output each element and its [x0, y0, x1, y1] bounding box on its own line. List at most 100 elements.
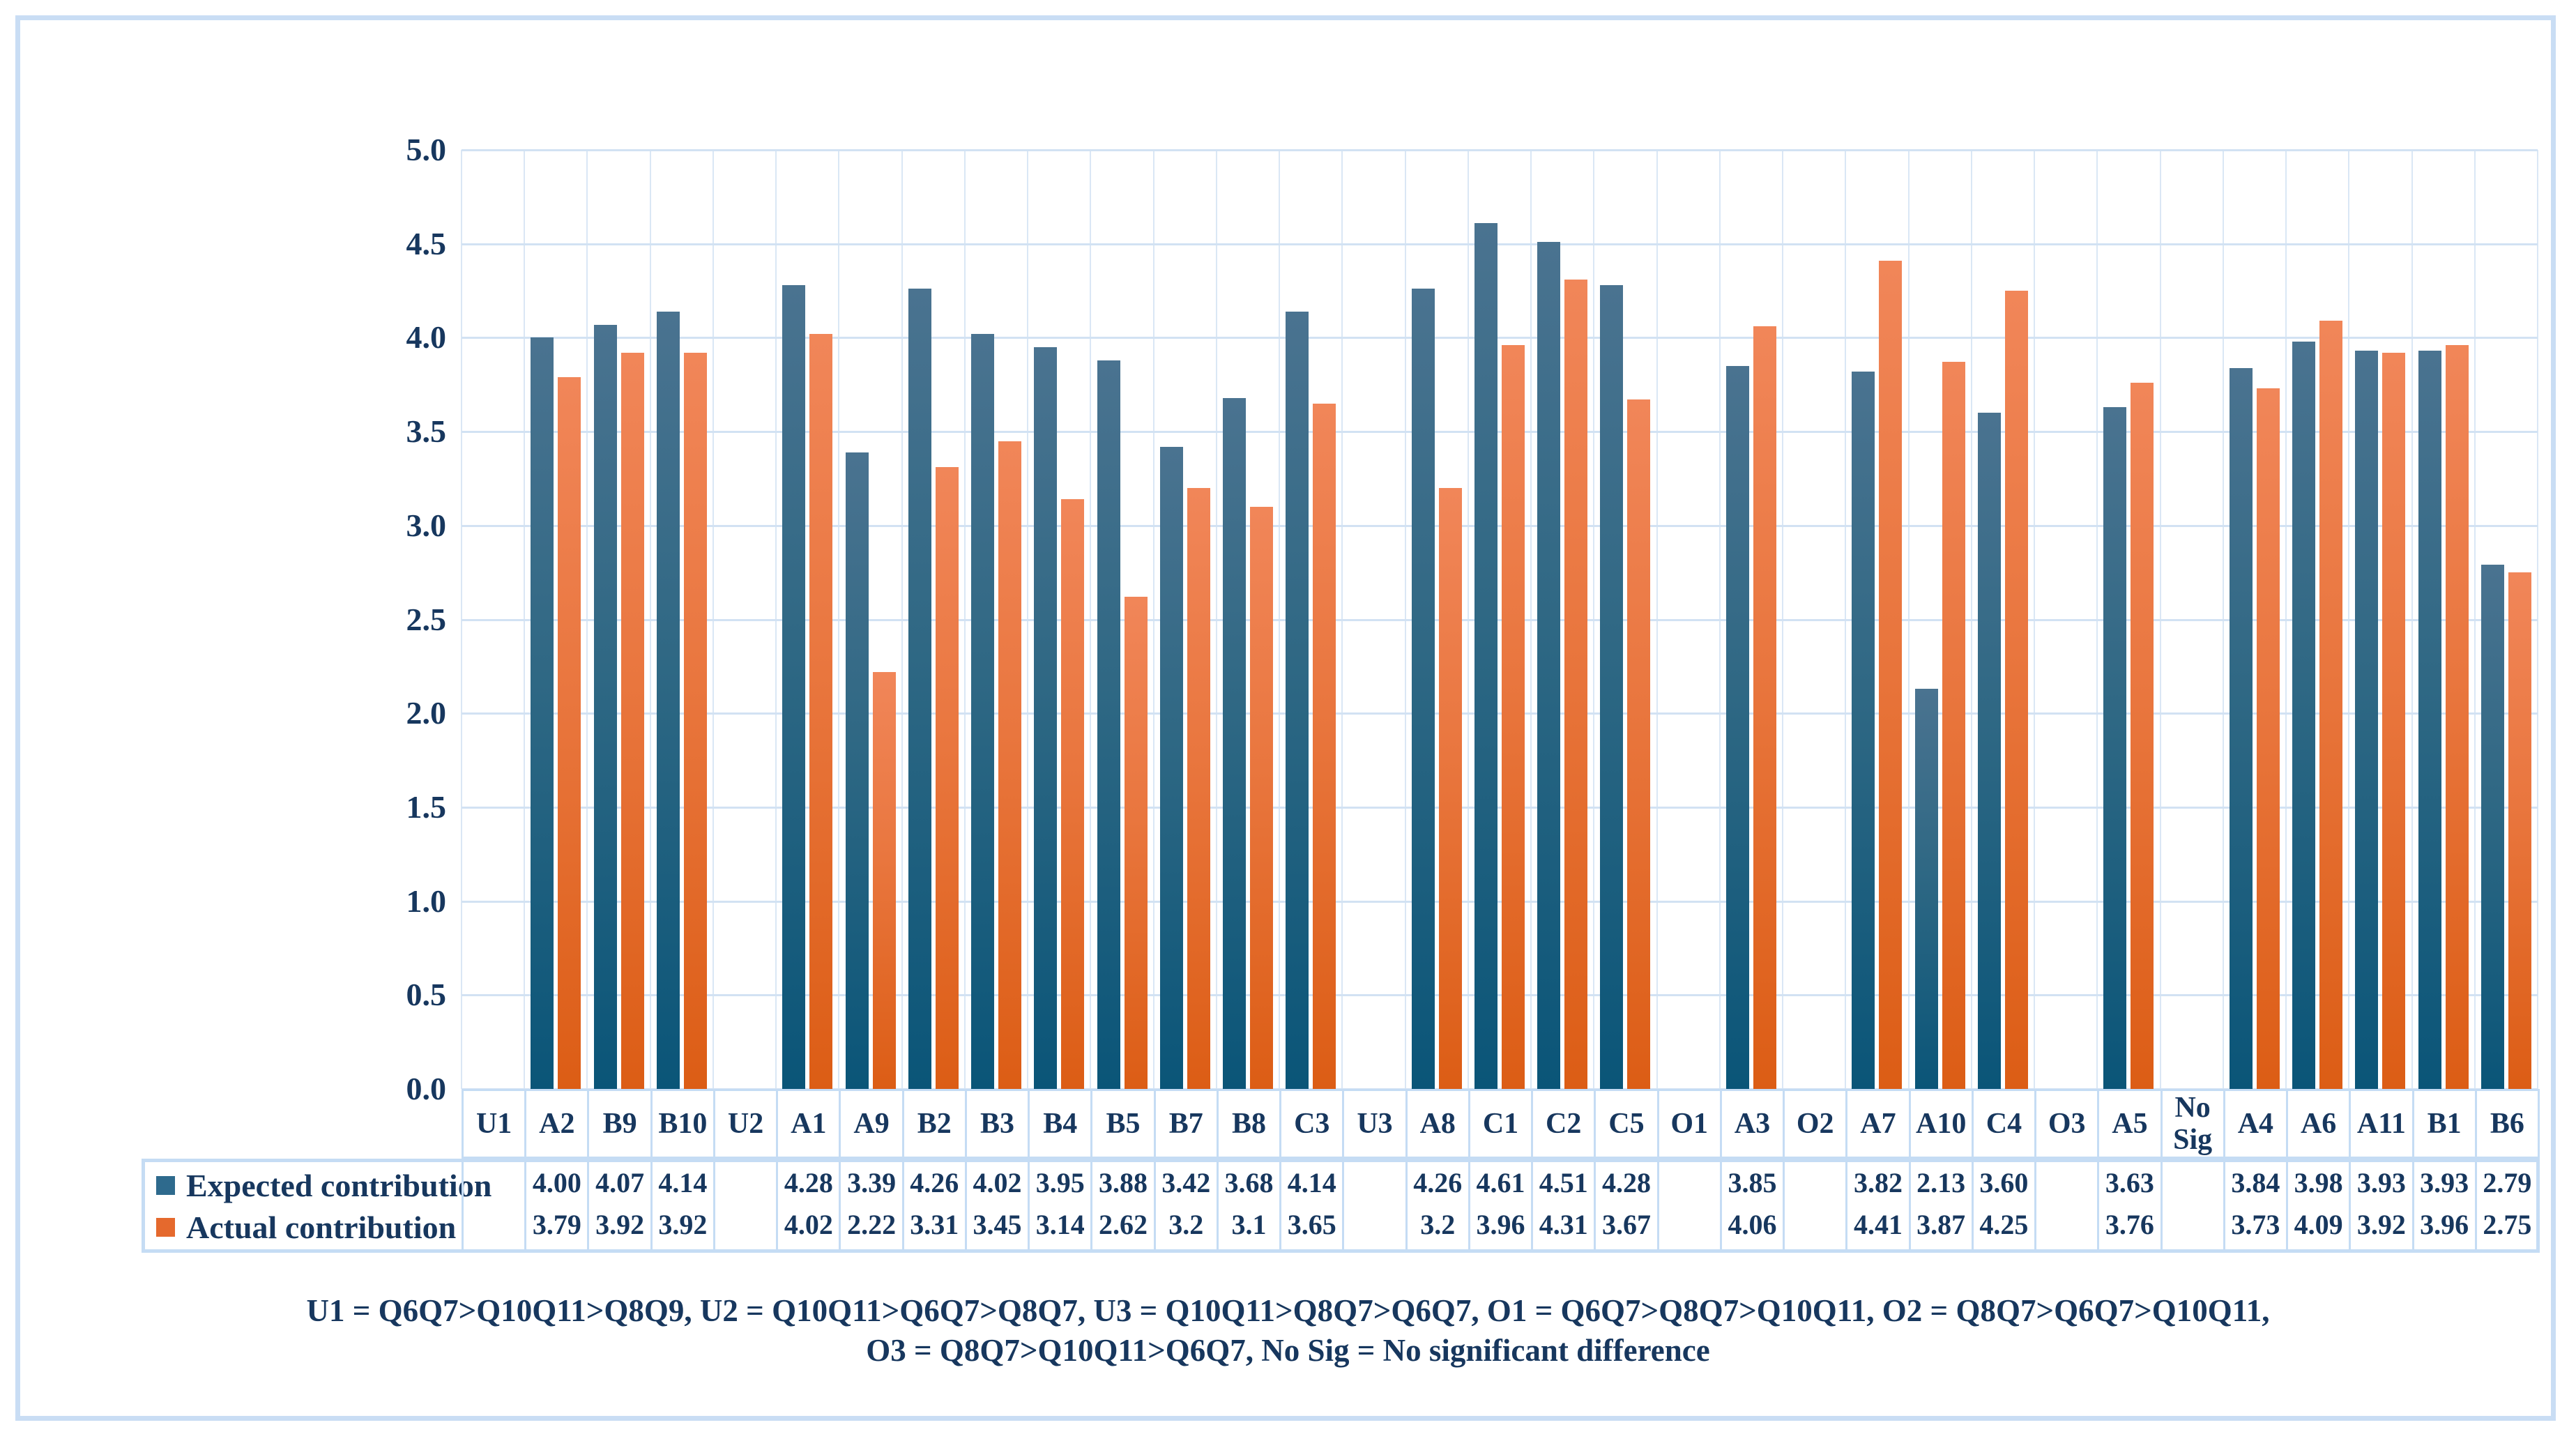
table-value-column [2034, 1162, 2097, 1249]
bar-actual-A8 [1438, 487, 1462, 1089]
table-value-cell: 3.68 [1224, 1167, 1274, 1198]
table-value-cell: 4.06 [1728, 1209, 1777, 1240]
table-value-cell: 3.92 [595, 1209, 645, 1240]
table-value-cell: 3.73 [2231, 1209, 2280, 1240]
horizontal-gridline [462, 243, 2538, 245]
category-header-cell: A7 [1845, 1089, 1909, 1159]
table-value-cell: 3.65 [1287, 1209, 1336, 1240]
table-value-cell: 3.42 [1161, 1167, 1211, 1198]
bar-expected-B10 [656, 311, 680, 1089]
category-header-cell: B3 [964, 1089, 1028, 1159]
table-value-cell [715, 1204, 776, 1246]
y-axis-tick-label: 0.5 [406, 977, 447, 1013]
bar-expected-C4 [1977, 413, 2001, 1089]
category-header-cell: B7 [1153, 1089, 1217, 1159]
bar-actual-B10 [683, 352, 707, 1089]
category-header-cell: A6 [2286, 1089, 2349, 1159]
table-value-column: 3.39 2.22 [839, 1162, 901, 1249]
table-value-column: 3.93 3.96 [2411, 1162, 2475, 1249]
table-value-column: 4.07 3.92 [587, 1162, 650, 1249]
y-axis-tick-label: 2.5 [406, 601, 447, 637]
table-value-cell: 2.13 [1916, 1167, 1966, 1198]
table-value-cell: 2.79 [2483, 1167, 2532, 1198]
table-value-cell: 3.87 [1916, 1209, 1966, 1240]
category-header-cell: B1 [2411, 1089, 2475, 1159]
table-value-cell: 3.96 [1476, 1209, 1525, 1240]
table-value-cell: 3.95 [1035, 1167, 1085, 1198]
table-value-column: 4.51 4.31 [1531, 1162, 1594, 1249]
table-value-column: 4.00 3.79 [524, 1162, 587, 1249]
table-value-cell: 4.07 [595, 1167, 645, 1198]
table-value-column [2160, 1162, 2223, 1249]
bar-expected-A11 [2355, 351, 2379, 1089]
table-value-column: 4.28 3.67 [1594, 1162, 1656, 1249]
table-value-cell: 3.88 [1099, 1167, 1148, 1198]
bar-expected-B7 [1159, 446, 1183, 1089]
table-value-column [1342, 1162, 1405, 1249]
bar-actual-C2 [1564, 279, 1588, 1089]
table-value-column: 2.13 3.87 [1908, 1162, 1972, 1249]
table-value-cell [2036, 1204, 2097, 1246]
legend-label-expected: Expected contribution [186, 1167, 492, 1203]
bar-expected-A8 [1411, 289, 1435, 1089]
table-value-cell: 3.84 [2231, 1167, 2280, 1198]
table-value-cell: 3.14 [1035, 1209, 1085, 1240]
category-header-cell: U1 [462, 1089, 525, 1159]
table-value-column: 3.68 3.1 [1216, 1162, 1279, 1249]
bar-actual-B4 [1061, 499, 1085, 1089]
table-value-cell: 3.2 [1168, 1209, 1204, 1240]
bar-expected-A4 [2229, 367, 2253, 1089]
vertical-gridline [2537, 150, 2538, 1089]
category-header-cell: U2 [712, 1089, 777, 1159]
table-value-cell [464, 1162, 524, 1204]
legend-item-actual: Actual contribution [156, 1208, 456, 1246]
table-value-cell: 2.22 [847, 1209, 897, 1240]
table-value-cell [2163, 1204, 2223, 1246]
category-header-cell: C5 [1594, 1089, 1657, 1159]
category-header-cell: A9 [839, 1089, 902, 1159]
bar-expected-A10 [1914, 689, 1938, 1089]
table-value-cell: 3.2 [1420, 1209, 1456, 1240]
actual-series-swatch-icon [156, 1217, 175, 1237]
bar-expected-C1 [1474, 223, 1497, 1089]
table-value-cell: 3.98 [2294, 1167, 2343, 1198]
table-value-cell: 4.00 [532, 1167, 581, 1198]
table-value-cell: 4.28 [784, 1167, 833, 1198]
y-axis-tick-label: 3.0 [406, 507, 447, 543]
table-value-cell: 3.79 [532, 1209, 581, 1240]
table-value-cell: 4.26 [1413, 1167, 1463, 1198]
bar-actual-C4 [2004, 291, 2028, 1089]
bar-expected-A3 [1725, 365, 1749, 1089]
category-header-cell: C1 [1468, 1089, 1532, 1159]
y-axis-tick-label: 4.0 [406, 319, 447, 356]
y-axis-tick-label: 0.0 [406, 1071, 447, 1106]
category-header-cell: B6 [2474, 1089, 2540, 1159]
table-value-column: 4.02 3.45 [964, 1162, 1028, 1249]
bar-expected-A6 [2292, 341, 2316, 1089]
y-axis-tick-label: 5.0 [406, 132, 447, 167]
table-value-cell: 3.31 [910, 1209, 959, 1240]
bar-expected-B6 [2480, 565, 2504, 1089]
table-value-cell: 3.85 [1728, 1167, 1777, 1198]
data-table-box [142, 1159, 2540, 1253]
table-value-column: 3.98 4.09 [2286, 1162, 2349, 1249]
table-value-cell: 4.61 [1476, 1167, 1525, 1198]
bar-actual-B7 [1187, 487, 1210, 1089]
table-value-column: 3.84 3.73 [2223, 1162, 2286, 1249]
category-header-cell: B8 [1216, 1089, 1280, 1159]
bar-actual-B2 [935, 467, 959, 1089]
table-value-cell: 3.39 [847, 1167, 897, 1198]
bar-actual-A2 [558, 376, 581, 1089]
table-value-column [1783, 1162, 1845, 1249]
table-value-cell: 3.45 [973, 1209, 1022, 1240]
table-value-cell: 3.93 [2420, 1167, 2469, 1198]
horizontal-gridline [462, 337, 2538, 340]
bar-actual-A3 [1753, 326, 1776, 1089]
horizontal-gridline [462, 618, 2538, 621]
table-value-cell: 4.28 [1601, 1167, 1651, 1198]
category-header-cell: C3 [1279, 1089, 1343, 1159]
table-value-cell: 3.92 [2356, 1209, 2406, 1240]
table-value-cell: 4.25 [1979, 1209, 2029, 1240]
table-value-cell [1785, 1162, 1845, 1204]
horizontal-gridline [462, 712, 2538, 715]
